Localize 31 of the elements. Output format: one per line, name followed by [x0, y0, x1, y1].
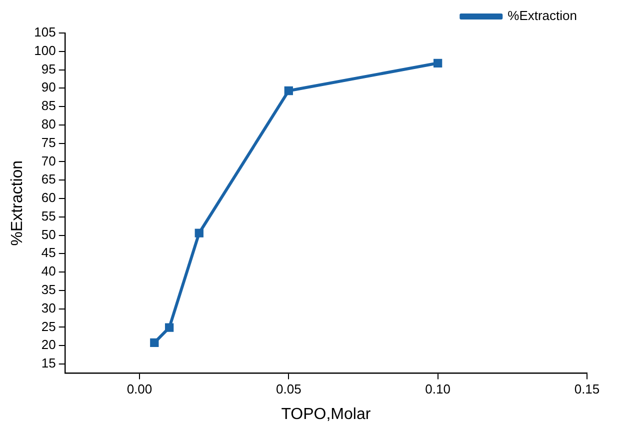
- point: [434, 58, 442, 68]
- y-tick-label: 80: [41, 116, 56, 132]
- y-tick-label: 95: [41, 61, 56, 76]
- y-tick-label: 40: [41, 264, 56, 279]
- x-tick-label: 0.15: [574, 382, 600, 397]
- y-tick-label: 45: [41, 245, 56, 260]
- y-axis-title: %Extraction: [9, 160, 26, 246]
- y-tick-label: 105: [34, 24, 56, 40]
- y-tick-label: 20: [41, 337, 56, 352]
- y-tick-label: 55: [41, 208, 56, 224]
- y-tick-label: 35: [41, 282, 56, 298]
- y-tick-label: 90: [41, 80, 56, 95]
- point: [194, 228, 204, 238]
- y-tick-label: 65: [41, 172, 56, 187]
- x-axis-title: TOPO,Molar: [281, 406, 372, 423]
- y-tick-label: 100: [34, 42, 56, 58]
- y-tick-label: 85: [41, 98, 56, 114]
- y-tick-label: 50: [41, 226, 56, 242]
- point: [164, 323, 174, 332]
- x-tick-label: 0.00: [126, 382, 152, 397]
- y-tick-label: 75: [41, 134, 56, 150]
- y-tick-label: 15: [41, 356, 56, 371]
- point: [284, 86, 293, 96]
- y-tick-label: 30: [41, 300, 56, 316]
- legend-label: %Extraction: [508, 8, 578, 24]
- point: [150, 338, 159, 348]
- y-tick-label: 25: [41, 318, 56, 334]
- y-tick-label: 70: [41, 153, 56, 168]
- x-tick-label: 0.10: [425, 382, 450, 397]
- x-tick-label: 0.05: [276, 382, 302, 397]
- y-tick-label: 60: [41, 190, 56, 206]
